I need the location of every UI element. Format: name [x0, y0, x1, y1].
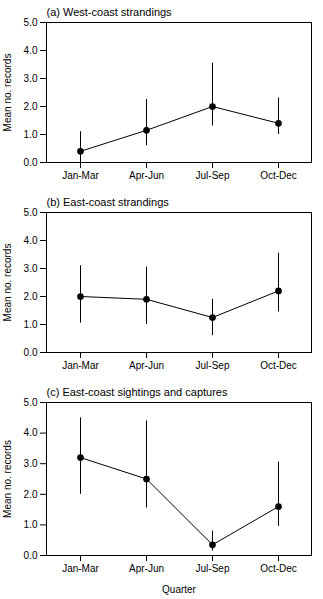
svg-text:0.0: 0.0 — [24, 157, 38, 168]
svg-text:Apr-Jun: Apr-Jun — [129, 170, 164, 181]
svg-text:Mean no. records: Mean no. records — [2, 440, 13, 518]
svg-text:3.0: 3.0 — [24, 458, 38, 469]
svg-text:3.0: 3.0 — [24, 263, 38, 274]
svg-text:0.0: 0.0 — [24, 550, 38, 561]
svg-text:(a) West-coast strandings: (a) West-coast strandings — [47, 6, 173, 18]
svg-text:0.0: 0.0 — [24, 347, 38, 358]
svg-text:(c) East-coast sightings and c: (c) East-coast sightings and captures — [47, 386, 228, 398]
svg-text:2.0: 2.0 — [24, 489, 38, 500]
svg-text:4.0: 4.0 — [24, 235, 38, 246]
svg-text:Jul-Sep: Jul-Sep — [196, 563, 230, 574]
svg-text:4.0: 4.0 — [24, 427, 38, 438]
svg-text:3.0: 3.0 — [24, 73, 38, 84]
svg-text:2.0: 2.0 — [24, 291, 38, 302]
svg-text:5.0: 5.0 — [24, 17, 38, 28]
svg-text:Jan-Mar: Jan-Mar — [62, 563, 99, 574]
svg-text:5.0: 5.0 — [24, 397, 38, 408]
svg-text:Oct-Dec: Oct-Dec — [260, 563, 297, 574]
svg-text:Mean no. records: Mean no. records — [2, 244, 13, 322]
svg-text:1.0: 1.0 — [24, 129, 38, 140]
svg-text:1.0: 1.0 — [24, 319, 38, 330]
svg-text:Jan-Mar: Jan-Mar — [62, 360, 99, 371]
svg-text:Oct-Dec: Oct-Dec — [260, 360, 297, 371]
svg-text:Jul-Sep: Jul-Sep — [196, 170, 230, 181]
svg-text:Jul-Sep: Jul-Sep — [196, 360, 230, 371]
svg-text:Oct-Dec: Oct-Dec — [260, 170, 297, 181]
svg-text:1.0: 1.0 — [24, 519, 38, 530]
svg-text:4.0: 4.0 — [24, 45, 38, 56]
svg-text:Apr-Jun: Apr-Jun — [129, 360, 164, 371]
svg-text:Quarter: Quarter — [162, 584, 197, 595]
svg-text:2.0: 2.0 — [24, 101, 38, 112]
svg-text:Mean no. records: Mean no. records — [2, 54, 13, 132]
svg-text:Apr-Jun: Apr-Jun — [129, 563, 164, 574]
svg-text:Jan-Mar: Jan-Mar — [62, 170, 99, 181]
svg-text:5.0: 5.0 — [24, 207, 38, 218]
svg-text:(b) East-coast strandings: (b) East-coast strandings — [47, 196, 170, 208]
